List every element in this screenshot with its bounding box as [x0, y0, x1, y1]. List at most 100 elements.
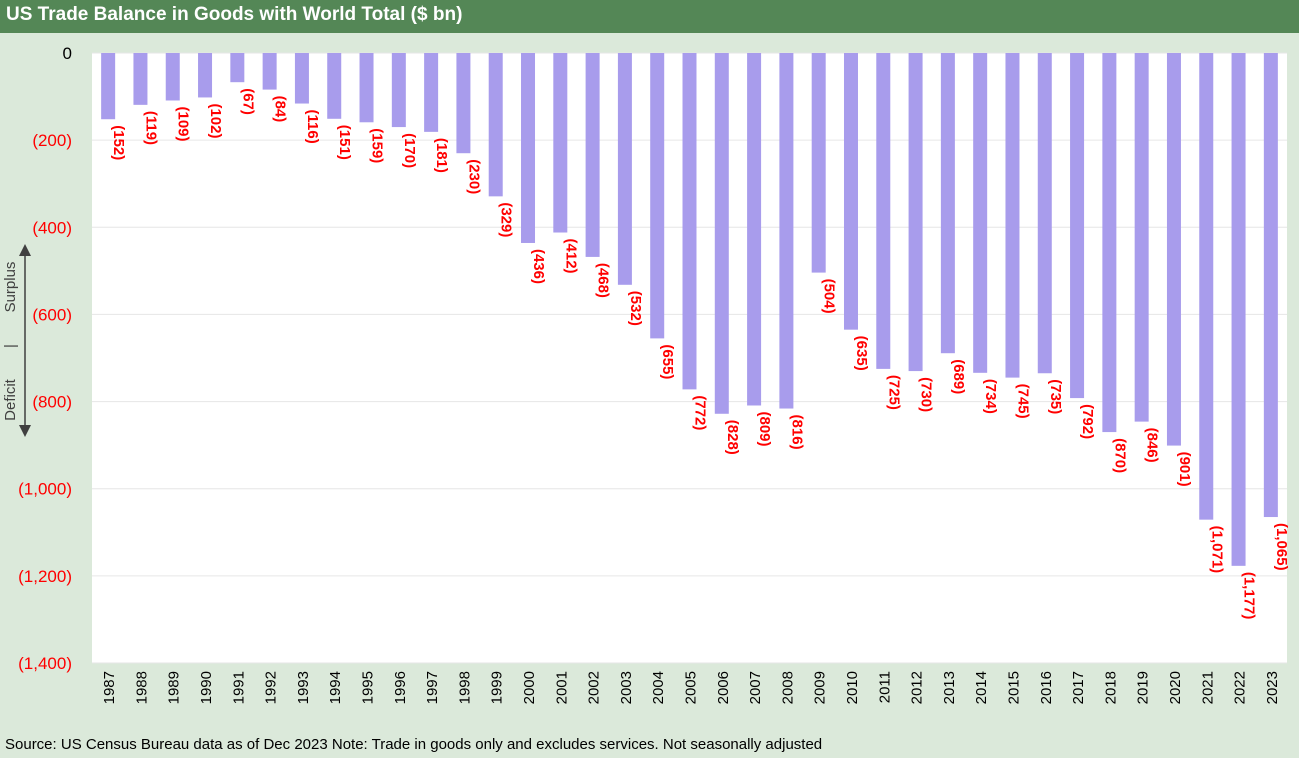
data-label: (152)	[110, 125, 127, 160]
bar	[1037, 53, 1052, 374]
y-tick-label: 0	[63, 44, 72, 63]
x-tick-label: 2003	[618, 671, 635, 704]
data-label: (1,065)	[1273, 523, 1290, 571]
bar	[165, 53, 180, 101]
data-label: (504)	[821, 279, 838, 314]
data-label: (109)	[175, 106, 192, 141]
data-label: (734)	[982, 379, 999, 414]
data-label: (84)	[272, 96, 289, 123]
data-label: (436)	[530, 249, 547, 284]
bar	[779, 53, 794, 409]
x-tick-label: 2017	[1070, 671, 1087, 704]
x-tick-label: 1994	[327, 671, 344, 704]
x-tick-label: 2020	[1167, 671, 1184, 704]
y-tick-label: (800)	[32, 393, 72, 412]
bar	[650, 53, 665, 339]
data-label: (725)	[885, 375, 902, 410]
x-tick-label: 1992	[263, 671, 280, 704]
y-tick-labels: 0 (200) (400) (600) (800) (1,000) (1,200) (1,40…	[18, 44, 72, 673]
y-tick-label: (200)	[32, 131, 72, 150]
x-tick-label: 2007	[747, 671, 764, 704]
x-tick-label: 2009	[812, 671, 829, 704]
data-label: (689)	[950, 359, 967, 394]
data-label: (828)	[724, 420, 741, 455]
x-tick-label: 2001	[553, 671, 570, 704]
x-tick-label: 2019	[1135, 671, 1152, 704]
bar	[843, 53, 858, 330]
data-label: (809)	[756, 411, 773, 446]
data-label: (329)	[498, 202, 515, 237]
data-label: (532)	[627, 291, 644, 326]
bar	[811, 53, 826, 273]
data-label: (119)	[142, 111, 159, 145]
y-tick-label: (1,000)	[18, 480, 72, 499]
x-tick-label: 1990	[198, 671, 215, 704]
chart: (152) (119) (109) (102) (67) (84) (116) (151) (1…	[2, 44, 1290, 704]
x-tick-label: 2012	[909, 671, 926, 704]
y-tick-label: (1,200)	[18, 567, 72, 586]
data-label: (870)	[1111, 438, 1128, 473]
bar	[1005, 53, 1020, 378]
y-tick-label: (600)	[32, 305, 72, 324]
x-tick-label: 1997	[424, 671, 441, 704]
bar	[327, 53, 342, 119]
data-label: (1,071)	[1208, 526, 1225, 574]
x-tick-label: 2015	[1005, 671, 1022, 704]
data-label: (230)	[465, 159, 482, 194]
x-tick-label: 2002	[586, 671, 603, 704]
data-label: (901)	[1176, 452, 1193, 487]
data-label: (846)	[1144, 428, 1161, 463]
x-tick-label: 2006	[715, 671, 732, 704]
data-label: (67)	[239, 88, 256, 115]
bar	[1102, 53, 1117, 433]
x-tick-label: 2018	[1102, 671, 1119, 704]
data-label: (468)	[595, 263, 612, 298]
data-label: (792)	[1079, 404, 1096, 439]
data-label: (735)	[1047, 379, 1064, 414]
data-label: (102)	[207, 103, 224, 138]
x-tick-labels: 1987 1988 1989 1990 1991 1992 1993 1994 1995 1996…	[101, 671, 1281, 704]
data-label: (412)	[562, 239, 579, 274]
x-tick-label: 2023	[1264, 671, 1281, 704]
surplus-deficit-annotation: Surplus | Deficit	[2, 244, 31, 437]
y-tick-label: (1,400)	[18, 654, 72, 673]
x-tick-label: 2021	[1199, 671, 1216, 704]
chart-title: US Trade Balance in Goods with World Tot…	[6, 4, 463, 25]
data-label: (181)	[433, 138, 450, 173]
bar	[747, 53, 762, 406]
data-labels: (152) (119) (109) (102) (67) (84) (116) (151) (1…	[110, 88, 1290, 619]
bar	[908, 53, 923, 372]
y-tick-label: (400)	[32, 218, 72, 237]
bar	[262, 53, 277, 90]
x-tick-label: 1989	[166, 671, 183, 704]
bar	[294, 53, 309, 104]
annotation-surplus: Surplus	[2, 262, 19, 313]
annotation-deficit: Deficit	[2, 378, 19, 421]
bar	[1199, 53, 1214, 520]
x-tick-label: 2004	[650, 671, 667, 704]
annotation-separator: |	[2, 344, 19, 348]
x-tick-label: 1996	[392, 671, 409, 704]
data-label: (159)	[369, 128, 386, 163]
bar	[101, 53, 116, 120]
arrow-up-icon	[19, 244, 31, 256]
bar	[230, 53, 245, 83]
x-tick-label: 2014	[973, 671, 990, 704]
bar	[359, 53, 374, 123]
x-tick-label: 1998	[456, 671, 473, 704]
bar	[876, 53, 891, 369]
bar	[940, 53, 955, 354]
arrow-down-icon	[19, 425, 31, 437]
bar	[553, 53, 568, 233]
bar	[133, 53, 148, 105]
x-tick-label: 2010	[844, 671, 861, 704]
bar	[391, 53, 406, 128]
bar	[521, 53, 536, 243]
x-tick-label: 2000	[521, 671, 538, 704]
bars	[101, 53, 1278, 566]
data-label: (635)	[853, 336, 870, 371]
bar	[1231, 53, 1246, 566]
x-tick-label: 2016	[1038, 671, 1055, 704]
bar	[1166, 53, 1181, 446]
data-label: (745)	[1014, 384, 1031, 419]
